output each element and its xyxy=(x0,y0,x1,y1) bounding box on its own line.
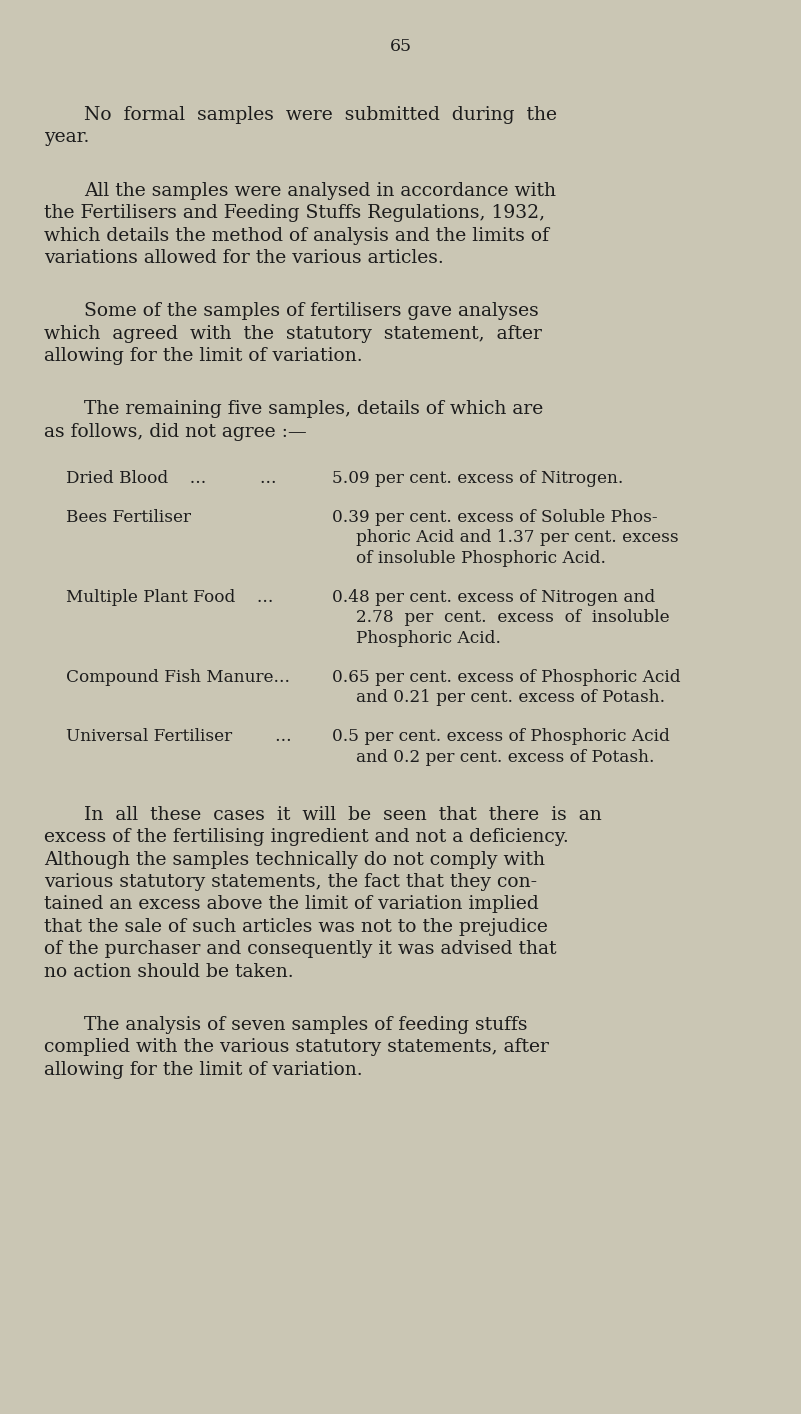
Text: 5.09 per cent. excess of Nitrogen.: 5.09 per cent. excess of Nitrogen. xyxy=(332,469,624,486)
Text: which details the method of analysis and the limits of: which details the method of analysis and… xyxy=(44,226,549,245)
Text: 0.5 per cent. excess of Phosphoric Acid: 0.5 per cent. excess of Phosphoric Acid xyxy=(332,728,670,745)
Text: excess of the fertilising ingredient and not a deficiency.: excess of the fertilising ingredient and… xyxy=(44,829,569,847)
Text: All the samples were analysed in accordance with: All the samples were analysed in accorda… xyxy=(84,182,556,199)
Text: allowing for the limit of variation.: allowing for the limit of variation. xyxy=(44,346,363,365)
Text: as follows, did not agree :—: as follows, did not agree :— xyxy=(44,423,307,441)
Text: phoric Acid and 1.37 per cent. excess: phoric Acid and 1.37 per cent. excess xyxy=(356,529,679,546)
Text: 65: 65 xyxy=(389,38,412,55)
Text: of the purchaser and consequently it was advised that: of the purchaser and consequently it was… xyxy=(44,940,557,959)
Text: complied with the various statutory statements, after: complied with the various statutory stat… xyxy=(44,1038,549,1056)
Text: Phosphoric Acid.: Phosphoric Acid. xyxy=(356,629,501,646)
Text: Dried Blood    ...          ...: Dried Blood ... ... xyxy=(66,469,276,486)
Text: allowing for the limit of variation.: allowing for the limit of variation. xyxy=(44,1060,363,1079)
Text: The analysis of seven samples of feeding stuffs: The analysis of seven samples of feeding… xyxy=(84,1017,528,1034)
Text: Some of the samples of fertilisers gave analyses: Some of the samples of fertilisers gave … xyxy=(84,303,539,321)
Text: and 0.2 per cent. excess of Potash.: and 0.2 per cent. excess of Potash. xyxy=(356,748,655,765)
Text: of insoluble Phosphoric Acid.: of insoluble Phosphoric Acid. xyxy=(356,550,606,567)
Text: and 0.21 per cent. excess of Potash.: and 0.21 per cent. excess of Potash. xyxy=(356,689,666,706)
Text: tained an excess above the limit of variation implied: tained an excess above the limit of vari… xyxy=(44,895,539,913)
Text: Universal Fertiliser        ...: Universal Fertiliser ... xyxy=(66,728,292,745)
Text: 2.78  per  cent.  excess  of  insoluble: 2.78 per cent. excess of insoluble xyxy=(356,609,670,626)
Text: 0.48 per cent. excess of Nitrogen and: 0.48 per cent. excess of Nitrogen and xyxy=(332,588,656,605)
Text: that the sale of such articles was not to the prejudice: that the sale of such articles was not t… xyxy=(44,918,548,936)
Text: year.: year. xyxy=(44,129,90,147)
Text: 0.39 per cent. excess of Soluble Phos-: 0.39 per cent. excess of Soluble Phos- xyxy=(332,509,658,526)
Text: variations allowed for the various articles.: variations allowed for the various artic… xyxy=(44,249,444,267)
Text: Bees Fertiliser: Bees Fertiliser xyxy=(66,509,191,526)
Text: 0.65 per cent. excess of Phosphoric Acid: 0.65 per cent. excess of Phosphoric Acid xyxy=(332,669,681,686)
Text: various statutory statements, the fact that they con-: various statutory statements, the fact t… xyxy=(44,874,537,891)
Text: the Fertilisers and Feeding Stuffs Regulations, 1932,: the Fertilisers and Feeding Stuffs Regul… xyxy=(44,204,545,222)
Text: The remaining five samples, details of which are: The remaining five samples, details of w… xyxy=(84,400,543,419)
Text: which  agreed  with  the  statutory  statement,  after: which agreed with the statutory statemen… xyxy=(44,325,542,342)
Text: no action should be taken.: no action should be taken. xyxy=(44,963,294,980)
Text: Compound Fish Manure...: Compound Fish Manure... xyxy=(66,669,290,686)
Text: No  formal  samples  were  submitted  during  the: No formal samples were submitted during … xyxy=(84,106,557,124)
Text: Multiple Plant Food    ...: Multiple Plant Food ... xyxy=(66,588,273,605)
Text: Although the samples technically do not comply with: Although the samples technically do not … xyxy=(44,851,545,868)
Text: In  all  these  cases  it  will  be  seen  that  there  is  an: In all these cases it will be seen that … xyxy=(84,806,602,824)
